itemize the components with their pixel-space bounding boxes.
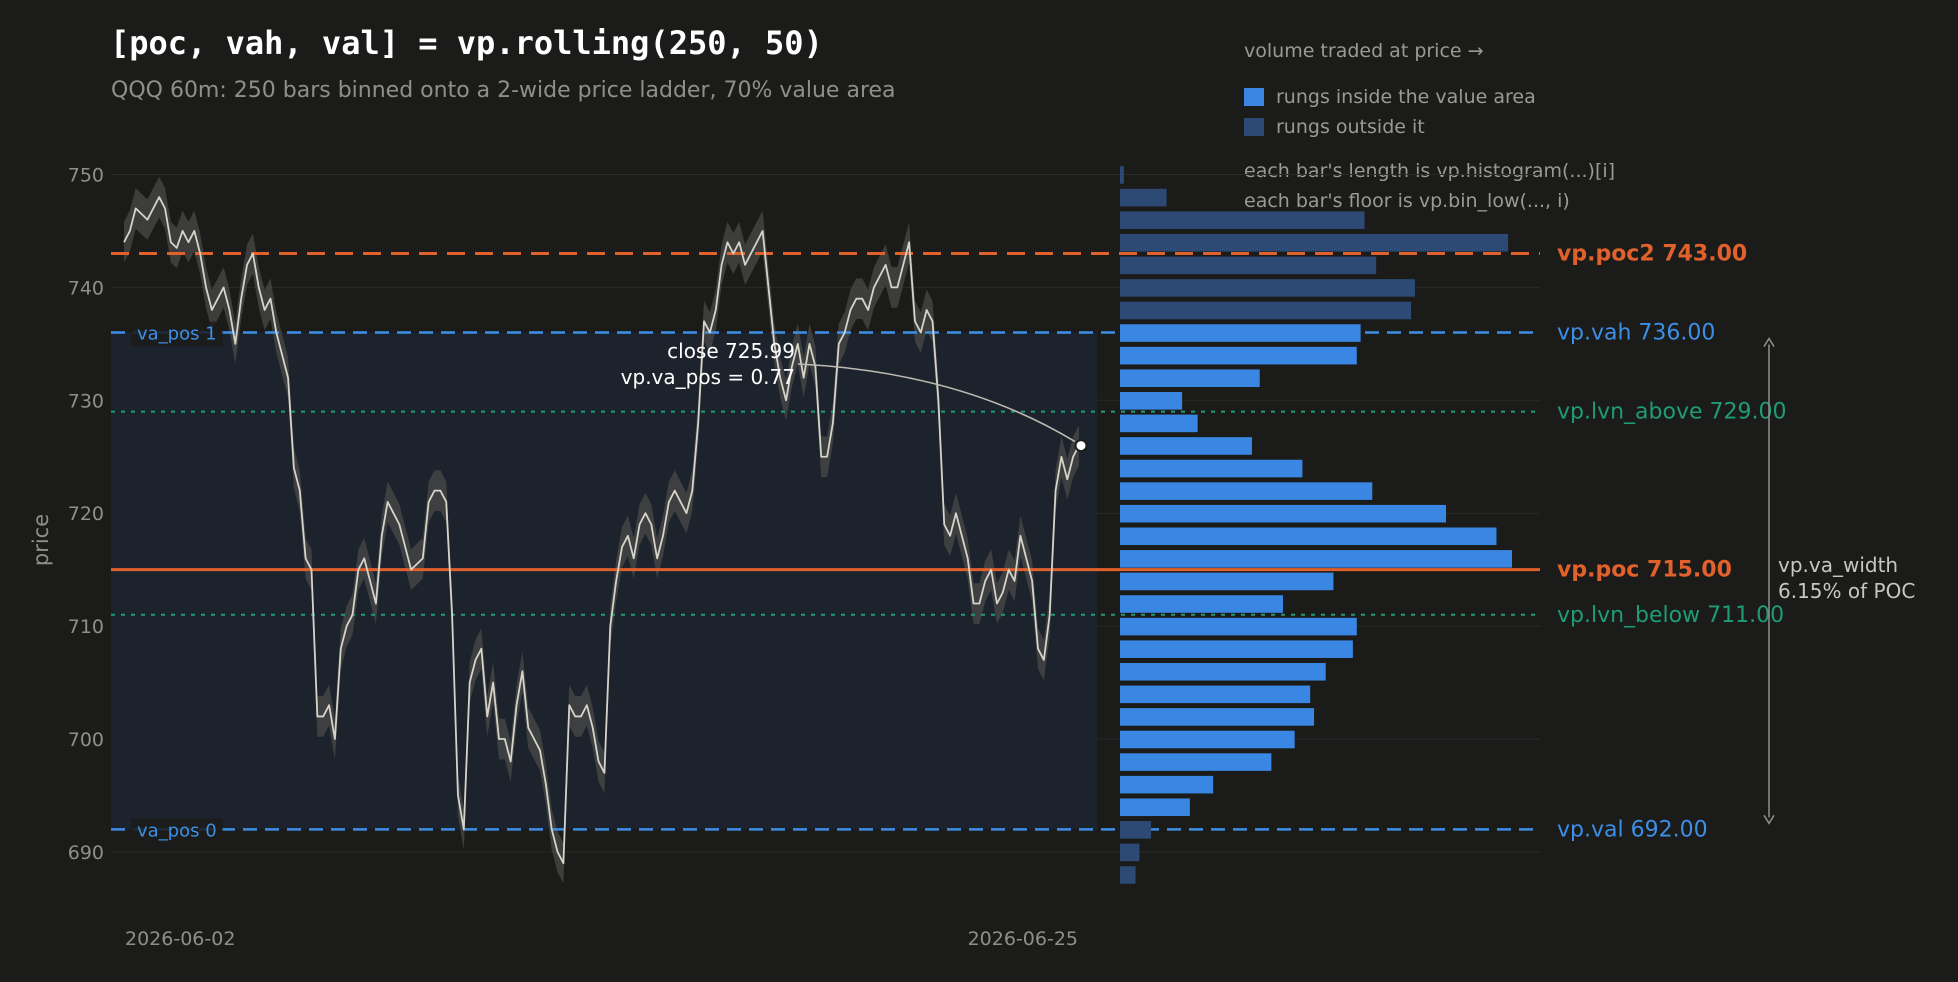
close-marker	[1074, 439, 1088, 453]
legend-inside-label: rungs inside the value area	[1276, 86, 1536, 108]
va-width-label: vp.va_width	[1778, 553, 1898, 577]
va-pos-1-label: va_pos 1	[137, 324, 217, 345]
va-pos-0-label: va_pos 0	[137, 820, 217, 841]
profile-rung-bar	[1120, 166, 1124, 184]
profile-rung-bar	[1120, 256, 1377, 275]
profile-rung-bar	[1120, 233, 1509, 252]
legend-outside-item: rungs outside it	[1244, 116, 1425, 138]
profile-rung-bar	[1120, 211, 1365, 229]
close-callout-label: close 725.99	[667, 339, 795, 363]
profile-rung-bar	[1120, 572, 1334, 591]
profile-rung-bar	[1120, 640, 1353, 658]
profile-rung-bar	[1120, 685, 1311, 704]
va-width-arrow-head-bottom	[1763, 814, 1775, 825]
va-width-arrow-head-top	[1763, 337, 1775, 347]
chart-subtitle: QQQ 60m: 250 bars binned onto a 2-wide p…	[111, 78, 896, 103]
profile-rung-bar	[1120, 595, 1284, 613]
profile-rung-bar	[1120, 821, 1152, 839]
value-area-band	[111, 332, 1097, 830]
legend-inside-item: rungs inside the value area	[1244, 86, 1536, 108]
va-pos-callout-label: vp.va_pos = 0.77	[621, 365, 795, 389]
legend-inside-swatch	[1244, 88, 1264, 106]
profile-rung-bar	[1120, 708, 1315, 726]
profile-rung-bar	[1120, 730, 1295, 749]
legend-outside-swatch	[1244, 118, 1264, 136]
va-pos-label-background	[131, 321, 223, 347]
poc-label: vp.poc 715.00	[1557, 558, 1732, 583]
y-tick-label: 730	[68, 390, 104, 412]
profile-rung-bar	[1120, 346, 1357, 365]
va-pos-label-background	[131, 818, 223, 844]
price-range-band	[124, 176, 1079, 884]
y-tick-label: 710	[68, 616, 104, 638]
note-bar-floor: each bar's floor is vp.bin_low(..., i)	[1244, 190, 1570, 212]
profile-rung-bar	[1120, 437, 1252, 455]
profile-rung-bar	[1120, 301, 1412, 320]
profile-rung-bar	[1120, 324, 1361, 342]
close-price-line	[123, 196, 1080, 865]
high-low-band	[124, 176, 1079, 884]
profile-rung-bar	[1120, 414, 1198, 433]
va-width-percent: 6.15% of POC	[1778, 579, 1915, 603]
legend-title: volume traded at price →	[1244, 40, 1484, 62]
y-tick-label: 720	[68, 503, 104, 525]
profile-rung-bar	[1120, 279, 1415, 297]
profile-rung-bar	[1120, 392, 1183, 410]
val-label: vp.val 692.00	[1557, 817, 1708, 842]
poc2-label: vp.poc2 743.00	[1557, 242, 1747, 267]
profile-rung-bar	[1120, 459, 1303, 478]
profile-rung-bar	[1120, 775, 1214, 794]
y-tick-label: 750	[68, 165, 104, 187]
profile-rung-bar	[1120, 550, 1512, 568]
close-callout-connector	[797, 363, 1076, 443]
y-tick-label: 690	[68, 842, 104, 864]
profile-rung-bar	[1120, 798, 1190, 817]
profile-rung-bar	[1120, 369, 1260, 388]
x-tick-label: 2026-06-02	[125, 928, 235, 950]
y-tick-label: 740	[68, 277, 104, 299]
legend-outside-label: rungs outside it	[1276, 116, 1425, 138]
profile-rung-bar	[1120, 482, 1373, 500]
vah-label: vp.vah 736.00	[1557, 321, 1715, 346]
profile-rung-bar	[1120, 866, 1136, 884]
price-series	[123, 196, 1080, 865]
profile-rung-bar	[1120, 188, 1167, 207]
chart-title: [poc, vah, val] = vp.rolling(250, 50)	[110, 24, 823, 62]
profile-rung-bar	[1120, 843, 1140, 862]
profile-rung-bar	[1120, 753, 1272, 771]
profile-rung-bar	[1120, 662, 1326, 681]
note-bar-length: each bar's length is vp.histogram(...)[i…	[1244, 160, 1616, 182]
x-tick-label: 2026-06-25	[968, 928, 1078, 950]
profile-rung-bar	[1120, 504, 1447, 523]
profile-rung-bar	[1120, 527, 1497, 546]
level-labels: vp.poc2 743.00 vp.vah 736.00 vp.lvn_above …	[1557, 242, 1787, 843]
profile-rung-bar	[1120, 617, 1357, 636]
lvn-below-label: vp.lvn_below 711.00	[1557, 603, 1784, 628]
volume-profile	[1120, 166, 1512, 884]
lvn-above-label: vp.lvn_above 729.00	[1557, 400, 1787, 425]
y-axis-label: price	[29, 514, 53, 566]
y-tick-label: 700	[68, 729, 104, 751]
axes: 690 700 710 720 730 740 750 price 2026-06-02 2026…	[29, 165, 1078, 951]
